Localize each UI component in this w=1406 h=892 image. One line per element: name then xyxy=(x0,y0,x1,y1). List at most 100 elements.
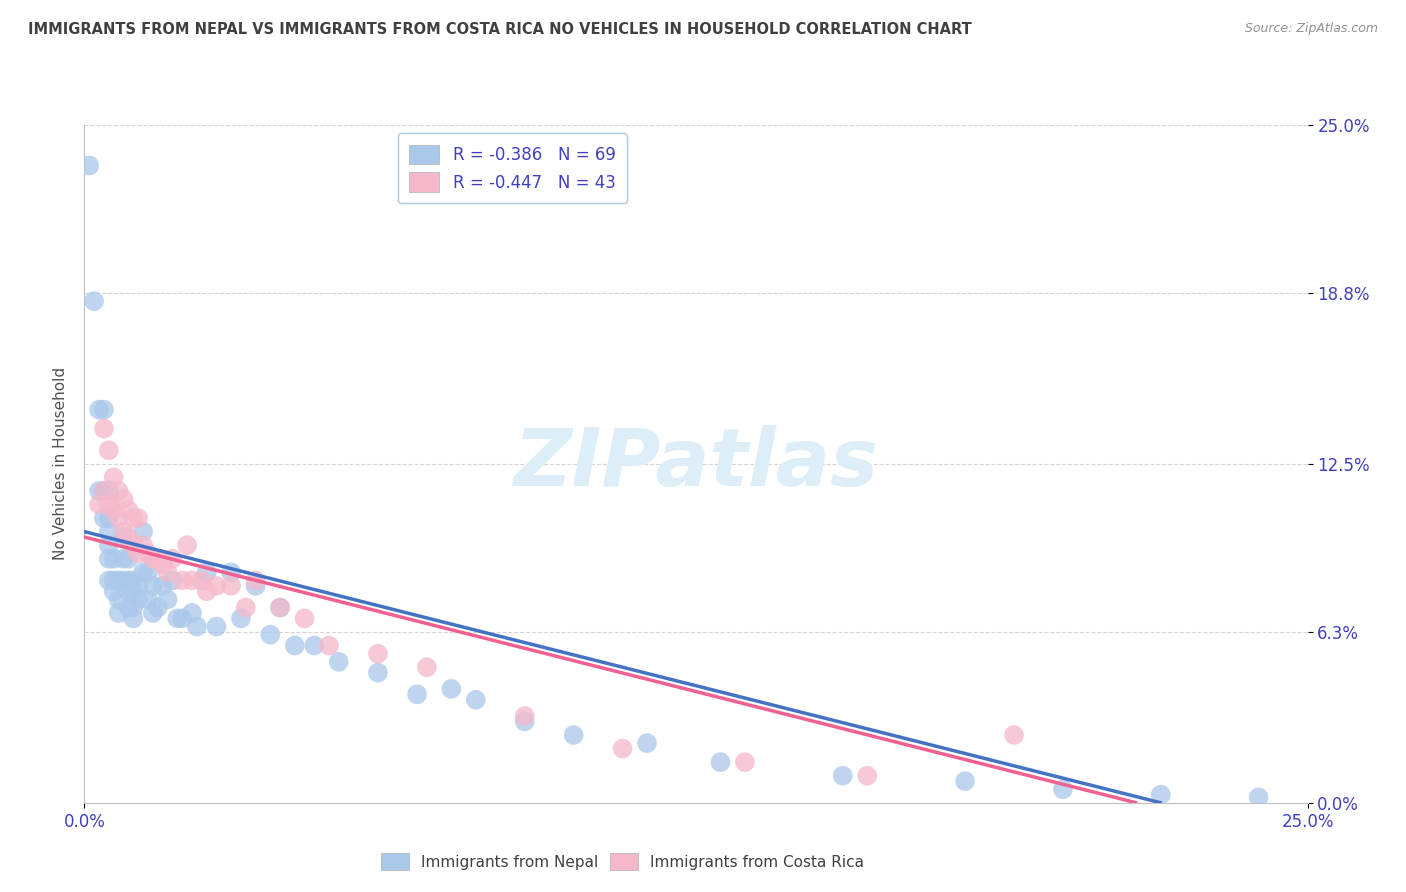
Point xyxy=(103,584,125,599)
Point xyxy=(112,551,135,566)
Point xyxy=(205,619,228,633)
Point xyxy=(156,592,179,607)
Point xyxy=(97,443,120,458)
Point xyxy=(1052,782,1074,797)
Point xyxy=(117,551,139,566)
Point xyxy=(103,503,125,517)
Point xyxy=(136,592,159,607)
Point xyxy=(122,574,145,588)
Point xyxy=(269,600,291,615)
Point xyxy=(97,498,120,512)
Point xyxy=(152,557,174,571)
Point xyxy=(367,647,389,661)
Point xyxy=(191,574,214,588)
Point xyxy=(162,551,184,566)
Point xyxy=(229,611,252,625)
Point xyxy=(1002,728,1025,742)
Point xyxy=(87,402,110,417)
Point xyxy=(856,769,879,783)
Point xyxy=(1150,788,1173,802)
Point xyxy=(205,579,228,593)
Point xyxy=(440,681,463,696)
Point xyxy=(117,530,139,544)
Point xyxy=(156,566,179,580)
Point xyxy=(146,600,169,615)
Point xyxy=(107,592,129,607)
Point xyxy=(513,709,536,723)
Point xyxy=(107,574,129,588)
Point xyxy=(612,741,634,756)
Point xyxy=(117,574,139,588)
Point xyxy=(97,511,120,525)
Point xyxy=(166,611,188,625)
Text: Source: ZipAtlas.com: Source: ZipAtlas.com xyxy=(1244,22,1378,36)
Point xyxy=(93,421,115,435)
Point xyxy=(284,639,307,653)
Point xyxy=(127,511,149,525)
Point xyxy=(122,538,145,552)
Point xyxy=(734,755,756,769)
Point xyxy=(132,538,155,552)
Text: ZIPatlas: ZIPatlas xyxy=(513,425,879,503)
Point xyxy=(186,619,208,633)
Point xyxy=(416,660,439,674)
Point xyxy=(93,511,115,525)
Point xyxy=(176,538,198,552)
Point xyxy=(122,511,145,525)
Point xyxy=(117,584,139,599)
Point xyxy=(245,579,267,593)
Point xyxy=(709,755,731,769)
Point xyxy=(146,551,169,566)
Point xyxy=(87,498,110,512)
Point xyxy=(318,639,340,653)
Point xyxy=(103,551,125,566)
Point xyxy=(127,546,149,560)
Point xyxy=(219,579,242,593)
Point xyxy=(77,159,100,173)
Point xyxy=(97,538,120,552)
Point xyxy=(107,606,129,620)
Point xyxy=(172,574,194,588)
Point xyxy=(132,524,155,539)
Point xyxy=(112,524,135,539)
Text: IMMIGRANTS FROM NEPAL VS IMMIGRANTS FROM COSTA RICA NO VEHICLES IN HOUSEHOLD COR: IMMIGRANTS FROM NEPAL VS IMMIGRANTS FROM… xyxy=(28,22,972,37)
Point xyxy=(117,600,139,615)
Point xyxy=(195,566,218,580)
Point xyxy=(562,728,585,742)
Point xyxy=(219,566,242,580)
Point xyxy=(259,628,281,642)
Point xyxy=(93,483,115,498)
Point xyxy=(97,483,120,498)
Point xyxy=(142,551,165,566)
Point xyxy=(117,503,139,517)
Y-axis label: No Vehicles in Household: No Vehicles in Household xyxy=(52,368,67,560)
Point xyxy=(97,524,120,539)
Point xyxy=(406,687,429,701)
Point xyxy=(93,402,115,417)
Legend: Immigrants from Nepal, Immigrants from Costa Rica: Immigrants from Nepal, Immigrants from C… xyxy=(375,847,870,877)
Point xyxy=(367,665,389,680)
Point xyxy=(181,574,204,588)
Point xyxy=(132,566,155,580)
Point xyxy=(136,566,159,580)
Point xyxy=(103,470,125,484)
Point xyxy=(636,736,658,750)
Point xyxy=(127,592,149,607)
Point xyxy=(953,774,976,789)
Point xyxy=(142,579,165,593)
Point xyxy=(112,492,135,507)
Point xyxy=(464,692,486,706)
Point xyxy=(97,551,120,566)
Point xyxy=(93,483,115,498)
Point xyxy=(294,611,316,625)
Point xyxy=(87,483,110,498)
Point xyxy=(162,574,184,588)
Point xyxy=(107,483,129,498)
Point xyxy=(245,574,267,588)
Point xyxy=(122,584,145,599)
Point xyxy=(235,600,257,615)
Point xyxy=(513,714,536,729)
Point xyxy=(152,579,174,593)
Point xyxy=(172,611,194,625)
Point xyxy=(181,606,204,620)
